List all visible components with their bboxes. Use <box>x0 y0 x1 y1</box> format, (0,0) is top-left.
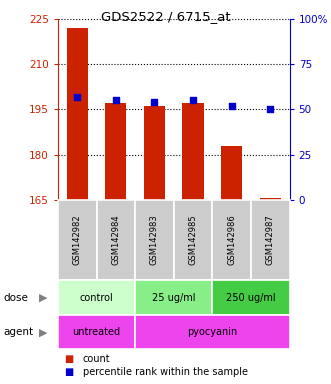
Bar <box>260 198 281 200</box>
Text: GSM142983: GSM142983 <box>150 215 159 265</box>
Bar <box>221 146 242 200</box>
Bar <box>97 200 135 280</box>
Text: GDS2522 / 6715_at: GDS2522 / 6715_at <box>101 10 230 23</box>
Bar <box>213 200 251 280</box>
Point <box>74 94 80 100</box>
Bar <box>144 106 165 200</box>
Bar <box>135 315 290 349</box>
Bar <box>135 280 213 315</box>
Bar <box>135 200 174 280</box>
Text: GSM142984: GSM142984 <box>111 215 120 265</box>
Point <box>229 103 234 109</box>
Bar <box>105 103 126 200</box>
Bar <box>213 280 290 315</box>
Text: ■: ■ <box>65 354 74 364</box>
Bar <box>251 200 290 280</box>
Text: pyocyanin: pyocyanin <box>187 327 238 337</box>
Bar <box>58 280 135 315</box>
Text: agent: agent <box>3 327 33 337</box>
Text: GSM142986: GSM142986 <box>227 215 236 265</box>
Text: ▶: ▶ <box>39 327 47 337</box>
Text: GSM142987: GSM142987 <box>266 215 275 265</box>
Text: dose: dose <box>3 293 28 303</box>
Point <box>190 98 196 104</box>
Text: GSM142982: GSM142982 <box>73 215 82 265</box>
Text: 250 ug/ml: 250 ug/ml <box>226 293 276 303</box>
Text: 25 ug/ml: 25 ug/ml <box>152 293 196 303</box>
Text: percentile rank within the sample: percentile rank within the sample <box>83 367 248 377</box>
Text: count: count <box>83 354 110 364</box>
Text: ▶: ▶ <box>39 293 47 303</box>
Point <box>152 99 157 105</box>
Bar <box>58 200 97 280</box>
Point <box>113 98 118 104</box>
Text: GSM142985: GSM142985 <box>189 215 198 265</box>
Bar <box>182 103 204 200</box>
Text: untreated: untreated <box>72 327 120 337</box>
Bar <box>58 315 135 349</box>
Bar <box>174 200 213 280</box>
Bar <box>67 28 88 200</box>
Text: ■: ■ <box>65 367 74 377</box>
Text: control: control <box>80 293 114 303</box>
Point <box>268 106 273 113</box>
